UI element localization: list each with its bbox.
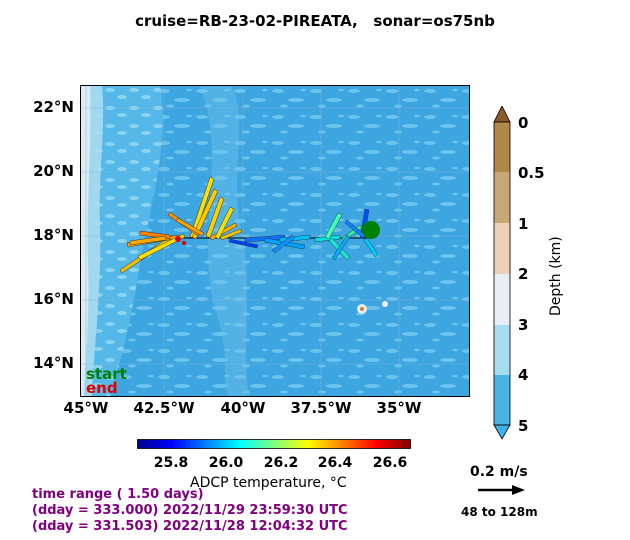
- lon-label-42-5w: 42.5°W: [133, 399, 195, 417]
- legend-end-label: end: [86, 379, 118, 397]
- end-marker: [182, 241, 186, 245]
- lat-label-16n: 16°N: [33, 290, 74, 308]
- lon-label-40w: 40°W: [220, 399, 266, 417]
- end-marker: [175, 236, 181, 242]
- depth-tick-4: 4: [518, 366, 529, 384]
- depth-tick-0-5: 0.5: [518, 164, 545, 182]
- temp-colorbar: [137, 439, 411, 449]
- island: [382, 301, 388, 307]
- speed-scale-arrow: [478, 484, 526, 496]
- temp-colorbar-svg: [137, 439, 411, 449]
- depth-colorbar-title: Depth (km): [548, 236, 564, 316]
- temp-tick-26-2: 26.2: [263, 455, 299, 471]
- depth-tick-5: 5: [518, 417, 529, 435]
- lon-label-45w: 45°W: [63, 399, 109, 417]
- temp-tick-26-4: 26.4: [317, 455, 353, 471]
- island: [360, 307, 364, 311]
- legend-start-label: start: [86, 365, 127, 383]
- time-range-label: time range ( 1.50 days): [32, 487, 204, 502]
- depth-tick-1: 1: [518, 215, 529, 233]
- map-frame: [80, 85, 470, 397]
- temp-colorbar-title: ADCP temperature, °C: [190, 475, 347, 491]
- lat-label-22n: 22°N: [33, 98, 74, 116]
- lat-label-18n: 18°N: [33, 226, 74, 244]
- depth-range-label: 48 to 128m: [461, 505, 538, 519]
- depth-tick-0: 0: [518, 114, 529, 132]
- map-panel: start end: [80, 85, 470, 397]
- temp-tick-26-6: 26.6: [372, 455, 408, 471]
- depth-colorbar-svg: [493, 106, 511, 440]
- ridge-band: [200, 85, 250, 397]
- lon-label-35w: 35°W: [376, 399, 422, 417]
- coastal-shelf: [80, 85, 91, 397]
- time-start-label: (dday = 331.503) 2022/11/28 12:04:32 UTC: [32, 519, 348, 534]
- lat-label-20n: 20°N: [33, 162, 74, 180]
- velocity-vectors-warm: [119, 176, 243, 274]
- depth-tick-3: 3: [518, 316, 529, 334]
- temp-tick-25-8: 25.8: [153, 455, 189, 471]
- map-svg: [80, 85, 470, 397]
- time-end-label: (dday = 333.000) 2022/11/29 23:59:30 UTC: [32, 503, 348, 518]
- depth-colorbar: [492, 106, 512, 440]
- arrow-right-icon: [478, 485, 525, 495]
- lat-label-14n: 14°N: [33, 354, 74, 372]
- temp-tick-26-0: 26.0: [208, 455, 244, 471]
- plot-title: cruise=RB-23-02-PIREATA, sonar=os75nb: [135, 12, 495, 30]
- lon-label-37-5w: 37.5°W: [290, 399, 352, 417]
- speed-scale-label: 0.2 m/s: [470, 464, 528, 480]
- start-marker: [362, 221, 380, 239]
- depth-tick-2: 2: [518, 265, 529, 283]
